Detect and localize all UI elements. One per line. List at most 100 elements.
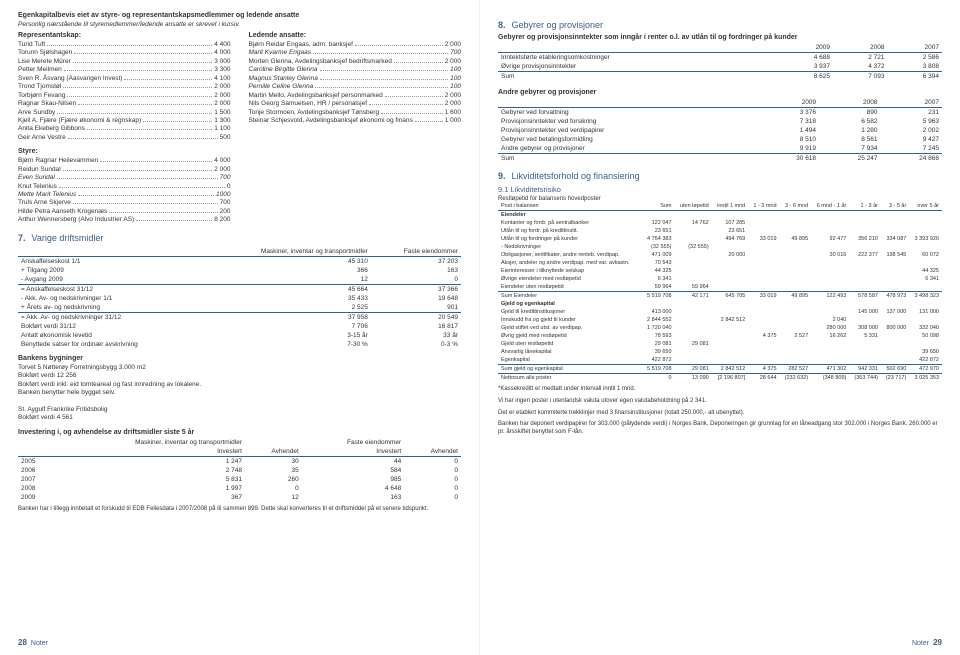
- name-row: Petter Meilmen3 300: [18, 66, 231, 74]
- table-row: Utlån til og fordringer på kunder4 754 3…: [498, 235, 942, 243]
- sec8-title: 8.Gebyrer og provisjoner: [498, 20, 942, 30]
- styre-label: Styre:: [18, 148, 231, 155]
- table-row: Nettosum alle poster013 090[2 196 807]28…: [498, 374, 942, 383]
- name-row: Arthur Wennersberg (Alvo Industrier AS)8…: [18, 216, 231, 224]
- table-row: - Nedskrivninger(32 555)(32 555): [498, 243, 942, 251]
- name-row: Mette Marit Telenius1000: [18, 191, 231, 199]
- table-row: Gjeld stiftet ved utst. av verdipap.1 72…: [498, 324, 942, 332]
- table-inv: Maskiner, inventar og transportmidlerFas…: [18, 438, 461, 502]
- table-row: Egenkapital422 872422 872: [498, 356, 942, 365]
- name-row: Steinar Schjesvold, Avdelingsbanksjef øk…: [249, 117, 462, 125]
- shareholders-columns: Representantskap: Turid Tuft4 400Torunn …: [18, 32, 461, 225]
- table-row: 2009367121630: [18, 493, 461, 502]
- name-row: Pernille Celine Glenna100: [249, 83, 462, 91]
- table-7: Maskiner, inventar og transportmidlerFas…: [18, 247, 461, 349]
- sec9-title: 9.Likviditetsforhold og finansiering: [498, 171, 942, 181]
- name-row: Hilde Petra Aanseth Krogenæs200: [18, 208, 231, 216]
- table-row: Sum gjeld og egenkapital5 519 70829 0812…: [498, 365, 942, 374]
- bygn-head: Bankens bygninger: [18, 355, 461, 362]
- left-page: Egenkapitalbevis eiet av styre- og repre…: [0, 0, 480, 655]
- name-row: Even Sundal700: [18, 174, 231, 182]
- table-row: Gjeld uten restløpetid29 08129 081: [498, 340, 942, 348]
- table-row: Gebyrer ved forvaltning3 376890231: [498, 108, 942, 118]
- table-row: Kontanter og fordr. på sentralbanker122 …: [498, 219, 942, 227]
- table-row: - Avgang 2009120: [18, 275, 461, 285]
- name-row: Geir Arne Vestre500: [18, 134, 231, 142]
- sec91-title: 9.1 Likviditetsrisiko: [498, 185, 942, 194]
- table-row: 20075 8312609850: [18, 475, 461, 484]
- table-row: Utlån til og fordr. på kredittinstit.23 …: [498, 227, 942, 235]
- table-row: Inntektsførte etableringsomkostninger4 6…: [498, 53, 942, 63]
- table-row: Øvrige provisjonsinntekter3 9374 3723 80…: [498, 62, 942, 72]
- table-row: Eiendeler uten restløpetid59 96459 964: [498, 283, 942, 292]
- bygn-lines: Torvet 5 Nøtterøy Forretningsbygg 3.000 …: [18, 364, 461, 423]
- table-9: Post i balansenSumuten løpetidinntil 1 m…: [498, 202, 942, 382]
- name-row: Turid Tuft4 400: [18, 41, 231, 49]
- name-row: Caroline Birgitte Glenna100: [249, 66, 462, 74]
- note3: Det er etablert kommiterte trekklinjer m…: [498, 410, 942, 418]
- table-row: Øvrig gjeld med restløpetid78 5934 3752 …: [498, 332, 942, 340]
- name-row: Kjell A. Fjære (Fjære økonomi & regnskap…: [18, 117, 231, 125]
- name-row: Truls Arne Skjerve700: [18, 199, 231, 207]
- name-row: Anita Ekeberg Gibbons1 100: [18, 125, 231, 133]
- name-row: Torbjørn Fevang2 000: [18, 92, 231, 100]
- name-row: Arve Sundby1 500: [18, 109, 231, 117]
- table-row: + Tilgang 2009366163: [18, 266, 461, 275]
- name-row: Martin Mello, Avdelingsbanksjef personma…: [249, 92, 462, 100]
- name-row: Ragnar Skau-Nilsen2 000: [18, 100, 231, 108]
- table-row: Gebyrer ved betalingsformidling8 5108 56…: [498, 135, 942, 144]
- name-row: Torunn Sjølshagen4 000: [18, 49, 231, 57]
- name-row: Sven R. Åsvang (Aasvangen Invest)4 100: [18, 75, 231, 83]
- name-row: Trond Tjomstøl2 000: [18, 83, 231, 91]
- egenkapital-sub: Personlig nærstående til styremedlemmer/…: [18, 21, 461, 28]
- table-row: Benyttede satser for ordinær avskrivning…: [18, 340, 461, 349]
- table-section-head: Eiendeler: [498, 211, 942, 220]
- right-footer: Noter29: [912, 638, 942, 647]
- t8a-head: Gebyrer og provisjonsinntekter som inngå…: [498, 34, 942, 41]
- table-section-head: Gjeld og egenkapital: [498, 300, 942, 308]
- sec7-title: 7.Varige driftsmidler: [18, 233, 461, 243]
- name-row: Reidun Sundal2 000: [18, 166, 231, 174]
- right-page: 8.Gebyrer og provisjoner Gebyrer og prov…: [480, 0, 960, 655]
- table-8a: 200920082007 Inntektsførte etableringsom…: [498, 43, 942, 81]
- table-row: + Årets av- og nedskrivning2 525901: [18, 303, 461, 313]
- table-row: Obligasjoner, sertifikater, andre renteb…: [498, 251, 942, 259]
- table-row: = Akk. Av- og nedskrivninger 31/1237 958…: [18, 312, 461, 322]
- name-row: Nils Georg Samuelsen, HR / personalsjef2…: [249, 100, 462, 108]
- table-row: 20062 748355840: [18, 466, 461, 475]
- table-row: Aksjer, andeler og andre verdipap. med v…: [498, 259, 942, 267]
- table-row: Bokført verdi 31/127 70616 817: [18, 322, 461, 331]
- name-row: Marit Kvarme Engaas700: [249, 49, 462, 57]
- led-column: Ledende ansatte: Bjørn Reidar Engaas, ad…: [249, 32, 462, 225]
- inv-note: Banken har i tillegg innbetalt et forsku…: [18, 506, 461, 514]
- t8b-head: Andre gebyrer og provisjoner: [498, 89, 942, 96]
- table-row: Provisjonsinntekter ved forsikring7 3186…: [498, 117, 942, 126]
- table-row: Ansvarlig lånekapital39 65039 650: [498, 348, 942, 356]
- name-row: Bjørn Reidar Engaas, adm. banksjef2 000: [249, 41, 462, 49]
- table-row: 20051 24730440: [18, 456, 461, 466]
- table-row: Gjeld til kredittinstitusjoner413 000145…: [498, 308, 942, 316]
- table-row: - Akk. Av- og nedskrivninger 1/135 43319…: [18, 294, 461, 303]
- name-row: Magnus Stanley Glenna100: [249, 75, 462, 83]
- led-label: Ledende ansatte:: [249, 32, 462, 39]
- table-row: Provisjonsinntekter ved verdipapirer1 49…: [498, 126, 942, 135]
- name-row: Bjørn Ragnar Heilevammen4 000: [18, 157, 231, 165]
- note4: Banken har deponert verdipapirer for 303…: [498, 421, 942, 437]
- table-row: Sum Eiendeler5 519 70842 171645 70533 01…: [498, 292, 942, 301]
- rep-column: Representantskap: Turid Tuft4 400Torunn …: [18, 32, 231, 225]
- name-row: Lise Merete Mürer3 000: [18, 58, 231, 66]
- table-row: Øvrige eiendeler med restløpetid6 3416 3…: [498, 275, 942, 283]
- name-row: Knut Telenius0: [18, 183, 231, 191]
- egenkapital-heading: Egenkapitalbevis eiet av styre- og repre…: [18, 12, 461, 19]
- table-row: Andre gebyrer og provisjoner9 9197 9347 …: [498, 144, 942, 154]
- rep-label: Representantskap:: [18, 32, 231, 39]
- name-row: Tonje Stormoen, Avdelingsbanksjef Tønsbe…: [249, 109, 462, 117]
- table-row: Anskaffelseskost 1/145 31037 203: [18, 256, 461, 266]
- note1: *Kassekreditt er medtatt under intervall…: [498, 386, 942, 394]
- table-8b: 200920082007 Gebyrer ved forvaltning3 37…: [498, 98, 942, 163]
- table-row: Eierinteresser i tilknyttede selskap44 3…: [498, 267, 942, 275]
- table-row: Innskudd fra og gjeld til kunder2 844 55…: [498, 316, 942, 324]
- table-row: 20081 99704 6480: [18, 484, 461, 493]
- name-row: Morten Glenna, Avdelingsbanksjef bedrift…: [249, 58, 462, 66]
- table-row: Antatt økonomisk levetid3-15 år33 år: [18, 331, 461, 340]
